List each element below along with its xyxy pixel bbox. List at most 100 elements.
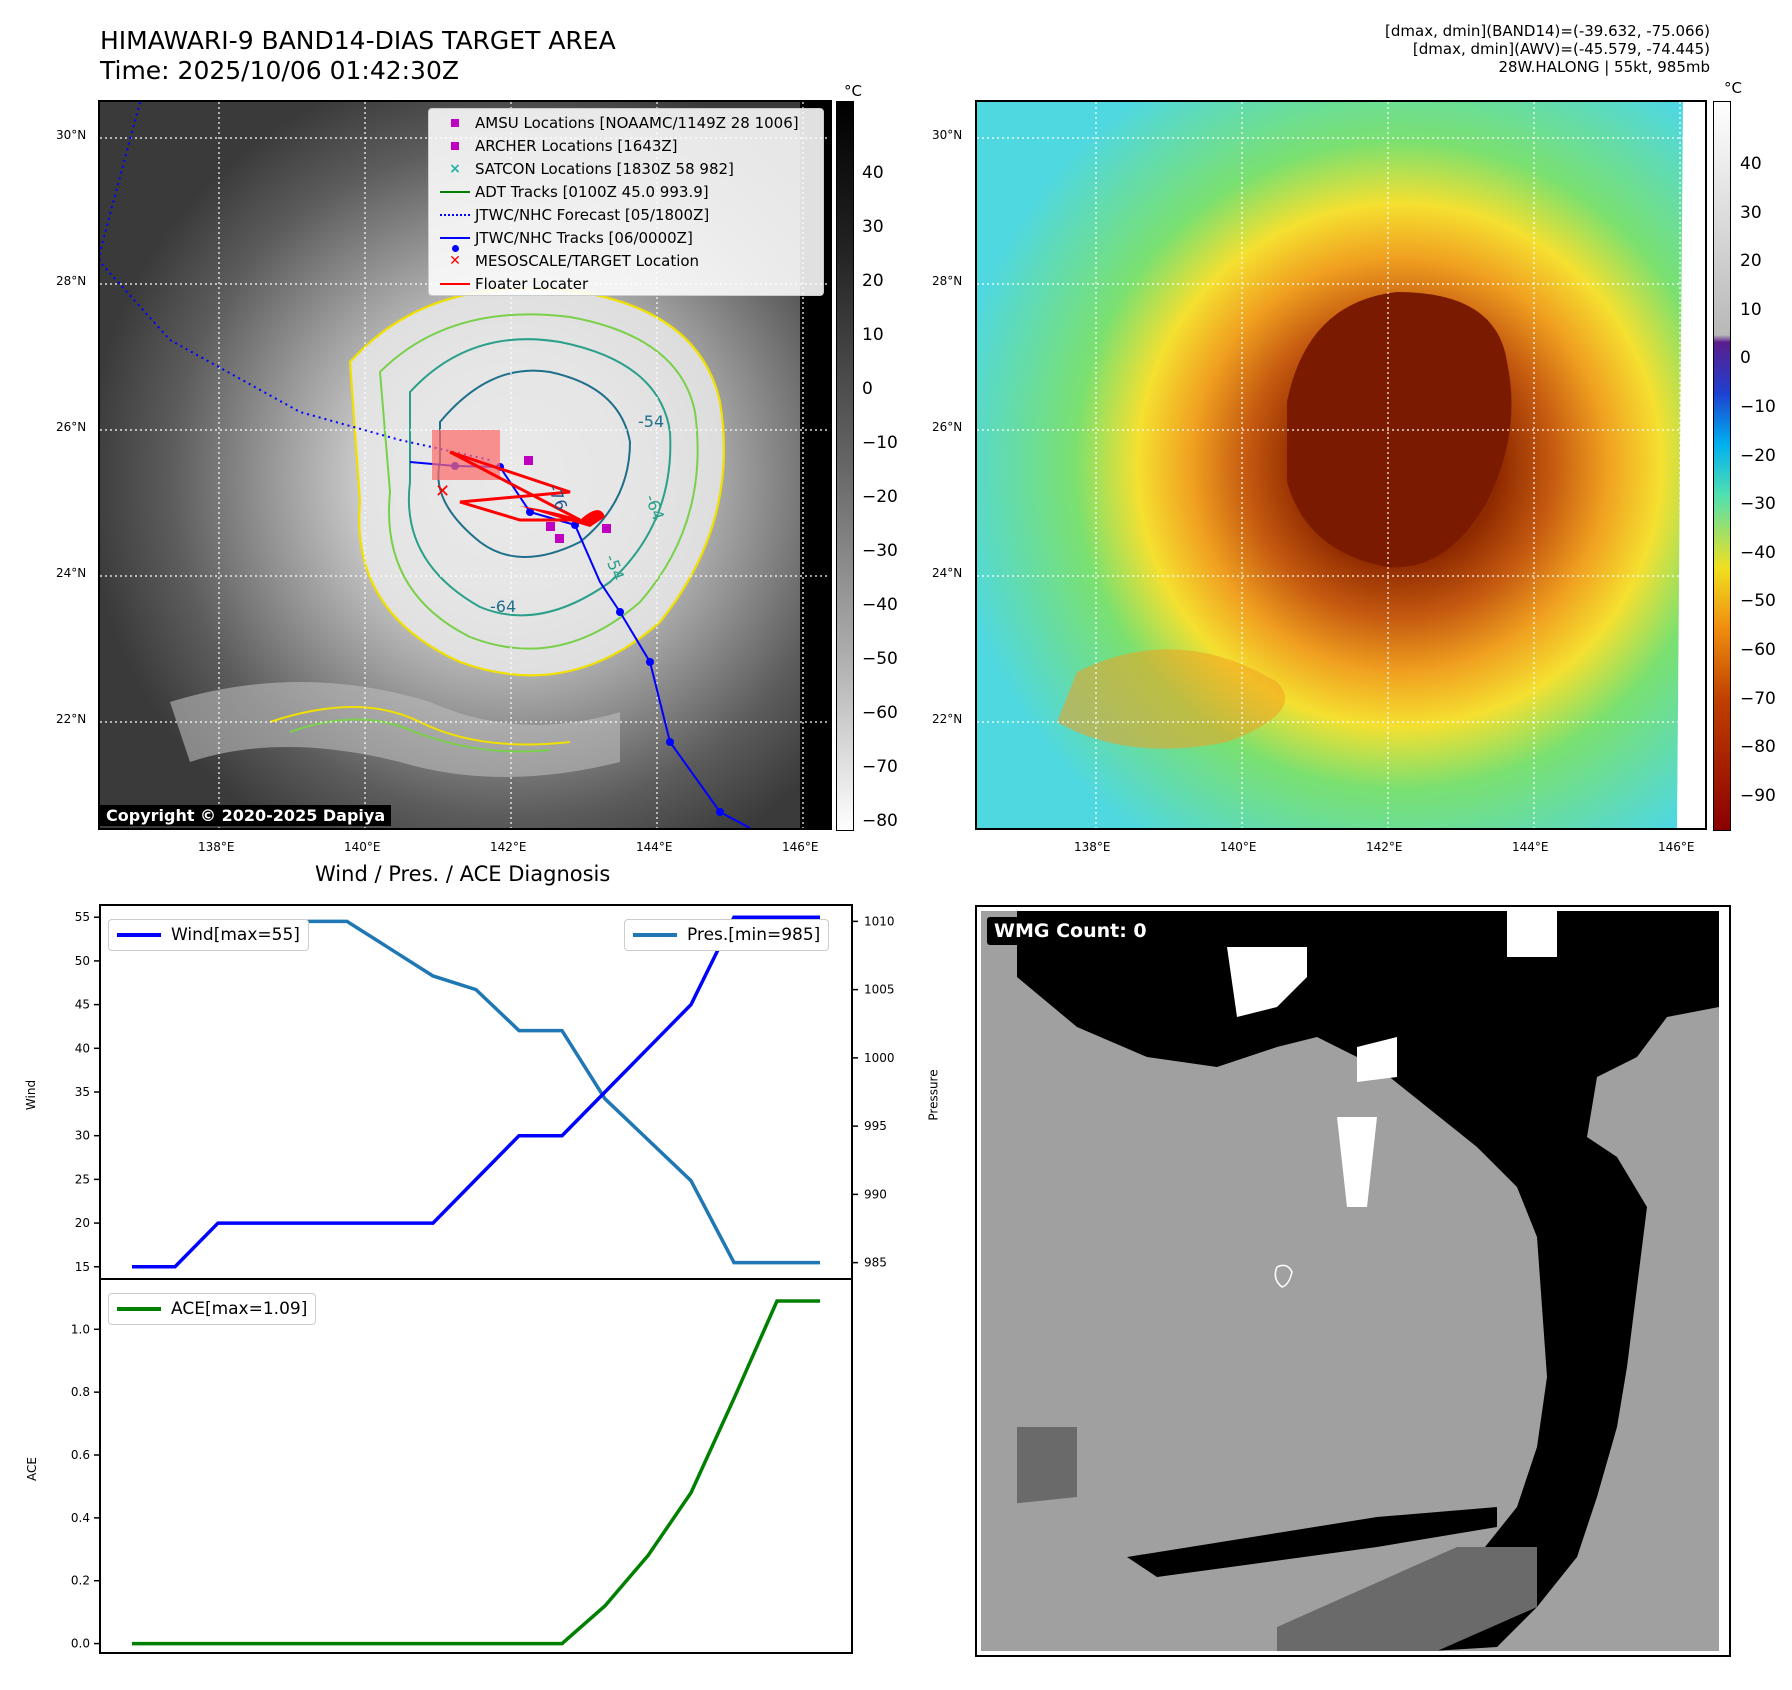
map-legend: AMSU Locations [NOAAMC/1149Z 28 1006] AR… [428,108,824,296]
floater-locater [449,450,581,522]
dotted-line-icon [435,213,475,216]
ace-series-line [132,1299,820,1646]
x-marker-icon: ✕ [449,252,461,269]
wind-series-line [132,915,820,1269]
line-dot-icon [435,236,475,252]
wmg-white-patch [1337,1117,1377,1207]
lat-label: 24°N [932,566,963,580]
cloud-band-south [170,682,620,777]
ir-color-map-svg [977,102,1705,828]
lon-label: 142°E [1366,840,1403,854]
wind-axis-ticks: 15 20 25 30 35 40 45 50 55 [75,910,100,1274]
line-marker-icon [435,190,475,193]
legend-item-floater: Floater Locater [429,272,823,295]
colorbar-gray-ticks: 40 30 20 10 0 −10 −20 −30 −40 −50 −60 −70 −80 [862,163,898,831]
legend-item-satcon: × SATCON Locations [1830Z 58 982] [429,157,823,180]
jtwc-forecast-track [100,102,491,461]
tick-label: 0.8 [71,1385,90,1399]
pressure-legend-swatch [633,933,677,937]
rain-band-south [1057,649,1286,749]
tick-label: 45 [75,998,90,1012]
tick-label: 40 [75,1041,90,1055]
tick-label: 35 [75,1085,90,1099]
info-block: [dmax, dmin](BAND14)=(-39.632, -75.066) … [1385,22,1710,76]
wmg-dark-gray-patch [1277,1547,1537,1651]
contour-green [378,313,699,650]
colorbar-unit: °C [844,82,862,100]
wmg-white-patch [1357,1037,1397,1082]
wmg-white-patch [1227,947,1307,1017]
lat-label: 30°N [56,128,87,142]
lon-label: 140°E [1220,840,1257,854]
lat-label: 28°N [932,274,963,288]
tick-label: 15 [75,1260,90,1274]
wmg-panel: WMG Count: 0 [975,905,1731,1657]
lat-label: 22°N [932,712,963,726]
tick-label: 1.0 [71,1322,90,1336]
pressure-legend: Pres.[min=985] [624,919,830,951]
tick-label: 995 [864,1119,887,1133]
legend-item-archer: ARCHER Locations [1643Z] [429,134,823,157]
tick-label: 0.2 [71,1574,90,1588]
lon-label: 146°E [1658,840,1695,854]
contour-teal [407,338,672,617]
lon-label: 138°E [198,840,235,854]
info-storm: 28W.HALONG | 55kt, 985mb [1498,58,1710,76]
lat-label: 30°N [932,128,963,142]
legend-item-amsu: AMSU Locations [NOAAMC/1149Z 28 1006] [429,111,823,134]
contour-label-1: -54 [638,412,664,431]
lat-label: 22°N [56,712,87,726]
diagnosis-chart: 15 20 25 30 35 40 45 50 55 985 990 995 1000 1005 1010… [71,904,895,1654]
cross-marker-icon: × [449,160,461,177]
tick-label: 0.4 [71,1511,90,1525]
wind-pressure-axes [99,904,853,1280]
contour-blue [437,369,632,558]
tick-label: 25 [75,1172,90,1186]
lat-label: 24°N [56,566,87,580]
target-x-marker: ✕ [435,481,450,502]
tick-label: 1010 [864,914,895,928]
tick-label: 990 [864,1187,887,1201]
colorbar-gray [836,101,854,831]
lat-label: 28°N [56,274,87,288]
wind-legend: Wind[max=55] [108,919,309,951]
wmg-gray-edge [981,911,1017,1651]
info-awv: [dmax, dmin](AWV)=(-45.579, -74.445) [1412,40,1710,58]
pressure-series-line [132,919,820,1265]
tick-label: 1000 [864,1051,895,1065]
square-marker-icon [435,118,475,127]
lat-label: 26°N [932,420,963,434]
ace-axis-ticks: 0.0 0.2 0.4 0.6 0.8 1.0 [71,1322,100,1651]
wind-legend-swatch [117,933,161,937]
ace-legend-swatch [117,1307,161,1311]
diagnosis-title: Wind / Pres. / ACE Diagnosis [315,862,611,886]
legend-item-target: ✕ MESOSCALE/TARGET Location [429,249,823,272]
lon-label: 146°E [782,840,819,854]
wmg-center-outline [1274,1264,1293,1288]
lon-label: 140°E [344,840,381,854]
colorbar-color-ticks: 40 30 20 10 0 −10 −20 −30 −40 −50 −60 −70 −80 −90 [1740,154,1776,806]
copyright-badge: Copyright © 2020-2025 Dapiya [100,805,392,826]
wmg-map-svg [981,911,1719,1651]
wind-axis-label: Wind [24,1079,39,1111]
wmg-white-patch [1507,911,1557,957]
floater-shape [520,506,605,527]
ace-legend: ACE[max=1.09] [108,1293,317,1325]
tick-label: 1005 [864,983,895,997]
tick-label: 0.6 [71,1448,90,1462]
pressure-axis-ticks: 985 990 995 1000 1005 1010 [852,914,895,1270]
colorbar-unit: °C [1724,79,1742,97]
tick-label: 30 [75,1129,90,1143]
wmg-black-region [981,911,1719,1651]
legend-item-forecast: JTWC/NHC Forecast [05/1800Z] [429,203,823,226]
ir-gray-map: ✕ -54 -76 -64 -54 -64 AMSU Locations [NO… [98,100,832,830]
lon-label: 142°E [490,840,527,854]
tick-label: 20 [75,1216,90,1230]
tick-label: 50 [75,954,90,968]
legend-item-adt: ADT Tracks [0100Z 45.0 993.9] [429,180,823,203]
tick-label: 985 [864,1256,887,1270]
ir-color-map [975,100,1707,830]
cdo-core [1287,292,1512,568]
line-marker-icon [435,282,475,285]
contour-label-5: -64 [490,597,516,616]
